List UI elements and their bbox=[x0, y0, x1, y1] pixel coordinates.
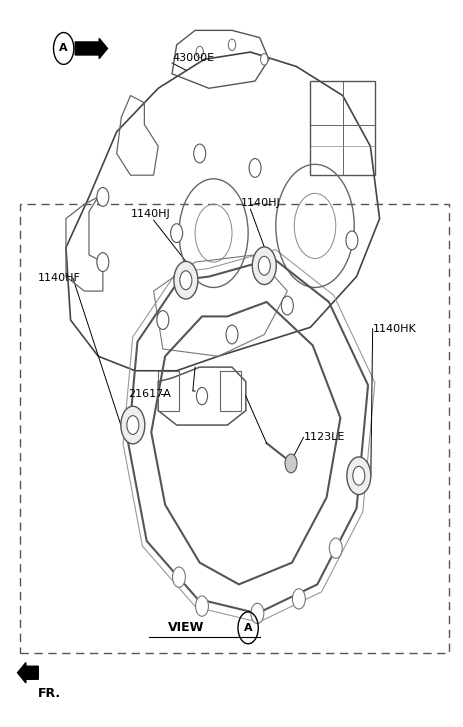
Circle shape bbox=[260, 54, 268, 65]
Text: 21617A: 21617A bbox=[128, 389, 171, 399]
Text: 1140HJ: 1140HJ bbox=[241, 198, 281, 208]
Circle shape bbox=[252, 247, 275, 284]
Circle shape bbox=[258, 257, 270, 275]
Circle shape bbox=[196, 387, 207, 405]
Circle shape bbox=[281, 296, 293, 315]
Text: 1140HK: 1140HK bbox=[372, 324, 415, 334]
Circle shape bbox=[195, 47, 203, 58]
Circle shape bbox=[249, 158, 261, 177]
Circle shape bbox=[195, 596, 208, 616]
Circle shape bbox=[250, 603, 263, 624]
Circle shape bbox=[126, 416, 138, 435]
Text: 43000E: 43000E bbox=[172, 53, 214, 63]
Circle shape bbox=[97, 188, 109, 206]
Circle shape bbox=[352, 466, 364, 485]
Circle shape bbox=[329, 538, 342, 558]
Text: A: A bbox=[243, 623, 252, 632]
Circle shape bbox=[225, 325, 238, 344]
Circle shape bbox=[284, 454, 296, 473]
Circle shape bbox=[228, 39, 235, 51]
Circle shape bbox=[174, 262, 197, 299]
Text: A: A bbox=[59, 44, 68, 54]
Text: 1140HF: 1140HF bbox=[38, 273, 81, 283]
Circle shape bbox=[346, 457, 370, 494]
Circle shape bbox=[120, 406, 144, 444]
Text: 1140HJ: 1140HJ bbox=[130, 209, 170, 219]
Circle shape bbox=[193, 144, 205, 163]
FancyArrow shape bbox=[18, 662, 38, 683]
Text: 1123LE: 1123LE bbox=[303, 433, 344, 442]
Circle shape bbox=[170, 224, 182, 243]
Circle shape bbox=[180, 270, 192, 289]
Circle shape bbox=[292, 589, 305, 609]
Circle shape bbox=[345, 231, 357, 250]
Text: FR.: FR. bbox=[38, 687, 61, 700]
Circle shape bbox=[156, 310, 169, 329]
Circle shape bbox=[97, 253, 109, 271]
Circle shape bbox=[172, 567, 185, 587]
Text: VIEW: VIEW bbox=[168, 622, 204, 635]
FancyArrow shape bbox=[75, 39, 107, 59]
